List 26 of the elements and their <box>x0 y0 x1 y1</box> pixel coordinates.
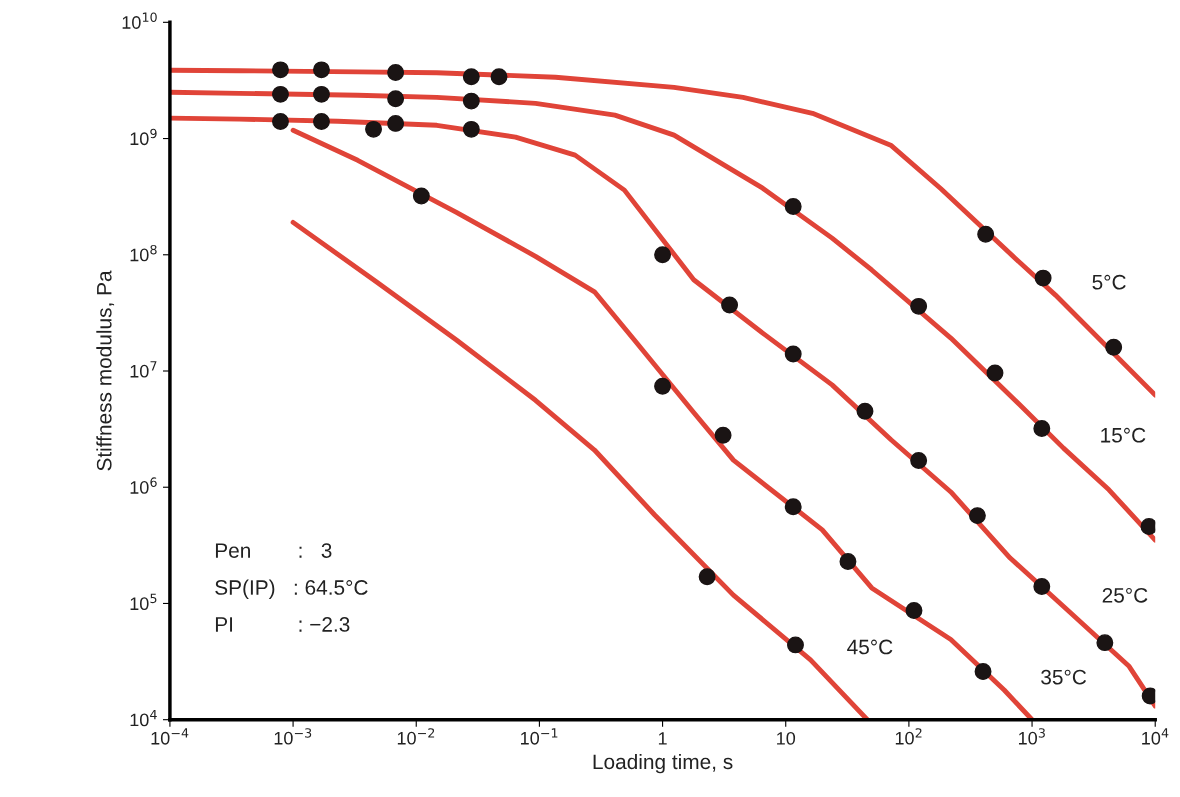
y-tick-label: 10$^{10}$ <box>122 12 157 29</box>
annotation: PI : −2.3 <box>215 617 350 632</box>
annotation: 25°C <box>1102 587 1148 603</box>
x-axis-title: Loading time, s <box>593 753 733 774</box>
y-tick-label: 10$^{9}$ <box>130 128 157 146</box>
y-tick-label: 10$^{4}$ <box>130 709 157 727</box>
y-tick-label: 10$^{7}$ <box>130 361 157 378</box>
x-tick-label: 10$^{−1}$ <box>521 728 558 745</box>
annotation: Pen : 3 <box>215 543 332 558</box>
x-tick-label: 10$^{4}$ <box>1142 728 1169 745</box>
annotation: 15°C <box>1101 427 1146 443</box>
y-tick-label: 10$^{8}$ <box>130 244 157 262</box>
y-tick-label: 10$^{6}$ <box>130 477 157 494</box>
x-tick-label: 10$^{−4}$ <box>151 728 189 745</box>
x-tick-label: 10$^{−2}$ <box>397 728 435 745</box>
annotation: 45°C <box>847 639 893 655</box>
annotation: 5°C <box>1092 274 1126 290</box>
x-tick-label: 10 <box>777 731 796 745</box>
x-tick-label: 1 <box>658 732 667 745</box>
x-tick-label: 10$^{3}$ <box>1018 728 1045 745</box>
x-tick-label: 10$^{2}$ <box>895 728 922 745</box>
annotation: SP(IP) : 64.5°C <box>215 579 368 599</box>
y-axis-title: Stiffness modulus, Pa <box>96 270 115 471</box>
annotation: 35°C <box>1041 669 1087 685</box>
y-tick-label: 10$^{5}$ <box>130 593 157 611</box>
x-tick-label: 10$^{−3}$ <box>274 728 312 745</box>
